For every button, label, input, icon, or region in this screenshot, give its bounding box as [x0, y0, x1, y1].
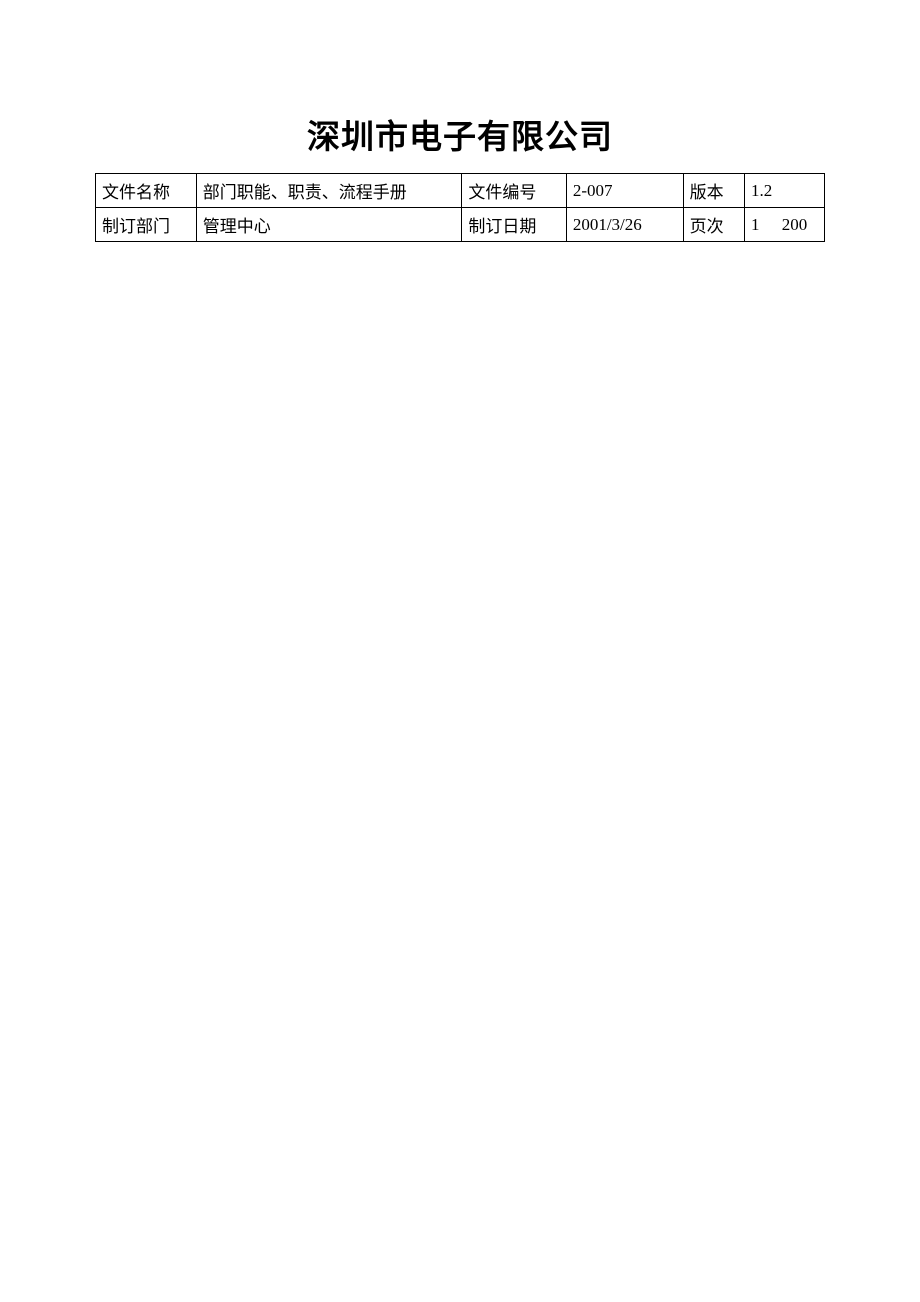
- label-file-name: 文件名称: [96, 174, 197, 208]
- page-current: 1: [751, 215, 760, 235]
- value-page: 1 200: [745, 208, 825, 242]
- document-page: 深圳市电子有限公司 文件名称 部门职能、职责、流程手册 文件编号 2-007 版…: [0, 0, 920, 242]
- label-doc-number: 文件编号: [462, 174, 566, 208]
- label-department: 制订部门: [96, 208, 197, 242]
- table-row: 制订部门 管理中心 制订日期 2001/3/26 页次 1 200: [96, 208, 825, 242]
- page-total: 200: [782, 215, 808, 235]
- label-page: 页次: [683, 208, 744, 242]
- table-row: 文件名称 部门职能、职责、流程手册 文件编号 2-007 版本 1.2: [96, 174, 825, 208]
- value-version: 1.2: [745, 174, 825, 208]
- company-title: 深圳市电子有限公司: [95, 110, 825, 158]
- value-department: 管理中心: [196, 208, 462, 242]
- meta-table: 文件名称 部门职能、职责、流程手册 文件编号 2-007 版本 1.2 制订部门…: [95, 173, 825, 242]
- label-version: 版本: [683, 174, 744, 208]
- value-file-name: 部门职能、职责、流程手册: [196, 174, 462, 208]
- value-doc-number: 2-007: [566, 174, 683, 208]
- value-date: 2001/3/26: [566, 208, 683, 242]
- label-date: 制订日期: [462, 208, 566, 242]
